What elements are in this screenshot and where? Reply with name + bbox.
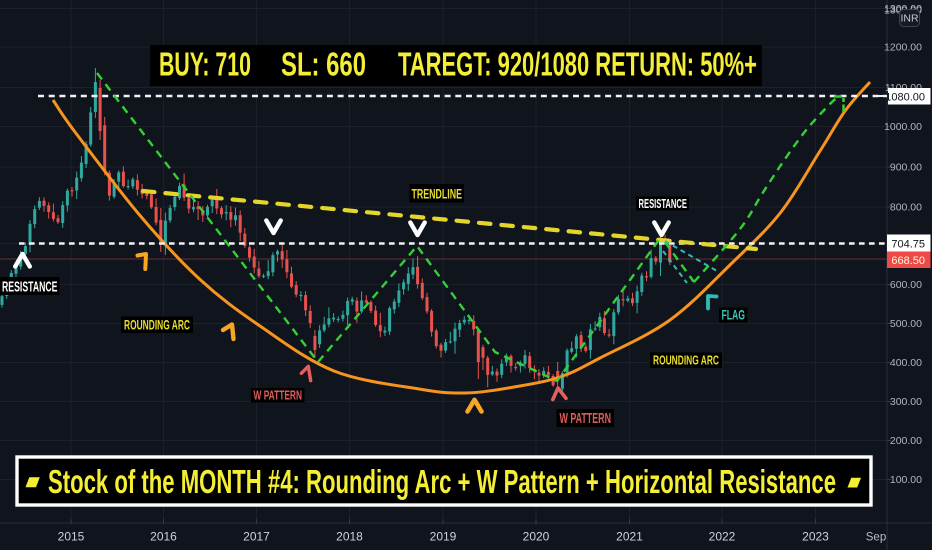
svg-text:ROUNDING ARC: ROUNDING ARC: [124, 318, 190, 333]
svg-text:W PATTERN: W PATTERN: [560, 411, 612, 427]
svg-text:704.75: 704.75: [891, 239, 925, 251]
svg-text:2022: 2022: [709, 530, 736, 544]
svg-text:900.00: 900.00: [890, 162, 922, 174]
svg-text:TRENDLINE: TRENDLINE: [412, 186, 463, 202]
svg-text:Stock of the MONTH #4: Roundin: Stock of the MONTH #4: Rounding Arc + W …: [48, 463, 836, 500]
svg-text:RESISTANCE: RESISTANCE: [2, 279, 58, 296]
svg-text:W PATTERN: W PATTERN: [254, 389, 303, 403]
svg-text:BUY: 710: BUY: 710: [159, 46, 251, 83]
svg-text:400.00: 400.00: [890, 357, 922, 369]
svg-text:300.00: 300.00: [890, 396, 922, 408]
svg-text:ROUNDING ARC: ROUNDING ARC: [653, 353, 719, 368]
svg-text:1000.00: 1000.00: [884, 121, 922, 133]
svg-text:600.00: 600.00: [890, 279, 922, 291]
svg-text:RESISTANCE: RESISTANCE: [639, 197, 688, 211]
svg-text:TAREGT: 920/1080 RETURN: 50%+: TAREGT: 920/1080 RETURN: 50%+: [398, 46, 757, 83]
svg-text:200.00: 200.00: [890, 435, 922, 447]
svg-text:500.00: 500.00: [890, 318, 922, 330]
svg-text:2021: 2021: [616, 530, 643, 544]
svg-text:2016: 2016: [150, 530, 177, 544]
svg-text:1080.00: 1080.00: [885, 92, 925, 104]
svg-text:INR: INR: [900, 13, 919, 25]
svg-text:2017: 2017: [243, 530, 270, 544]
svg-text:800.00: 800.00: [890, 202, 922, 214]
svg-text:FLAG: FLAG: [722, 308, 746, 323]
svg-text:2023: 2023: [802, 530, 829, 544]
svg-text:SL: 660: SL: 660: [281, 46, 366, 83]
svg-text:1200.00: 1200.00: [884, 42, 922, 54]
svg-text:2020: 2020: [523, 530, 550, 544]
svg-text:100.00: 100.00: [890, 474, 922, 486]
svg-text:2019: 2019: [430, 530, 457, 544]
svg-text:2015: 2015: [58, 530, 85, 544]
svg-text:Sep: Sep: [866, 532, 886, 544]
svg-text:668.50: 668.50: [891, 255, 925, 267]
svg-text:2018: 2018: [336, 530, 363, 544]
